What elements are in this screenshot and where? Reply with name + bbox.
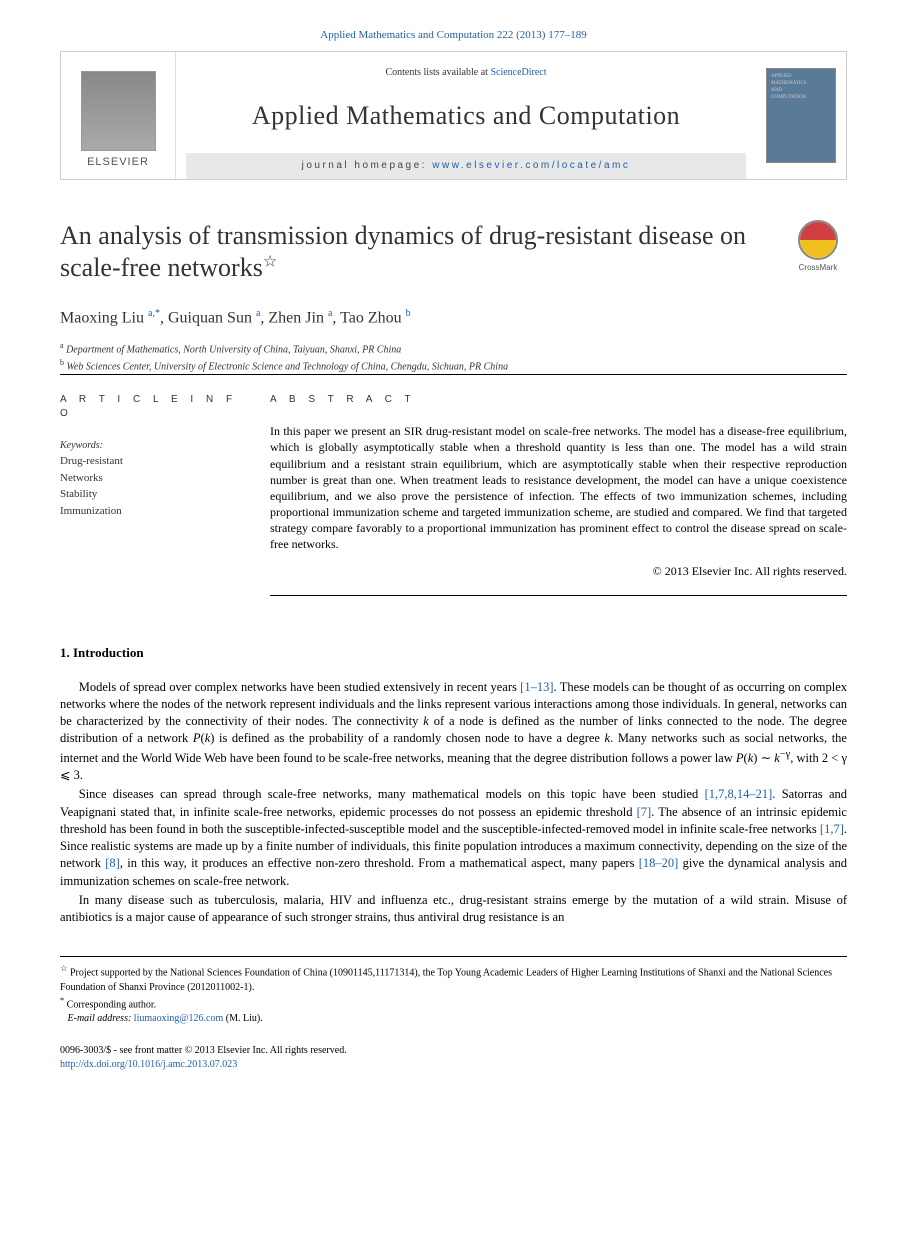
abstract-bottom-rule [270, 595, 847, 596]
abstract-column: A B S T R A C T In this paper we present… [270, 374, 847, 596]
project-marker: ☆ [60, 964, 67, 973]
footnote-project: ☆ Project supported by the National Scie… [60, 963, 847, 994]
article-title: An analysis of transmission dynamics of … [60, 220, 769, 285]
affiliation: b Web Sciences Center, University of Ele… [60, 357, 847, 374]
page-footer: 0096-3003/$ - see front matter © 2013 El… [60, 1044, 847, 1072]
affiliations: a Department of Mathematics, North Unive… [60, 340, 847, 375]
email-link[interactable]: liumaoxing@126.com [134, 1013, 223, 1024]
citation-link[interactable]: [1,7,8,14–21] [705, 787, 773, 801]
section-1-heading: 1. Introduction [60, 644, 847, 662]
homepage-bar: journal homepage: www.elsevier.com/locat… [186, 153, 746, 179]
keyword: Drug-resistant [60, 453, 250, 470]
crossmark-icon [798, 220, 838, 260]
abstract-text: In this paper we present an SIR drug-res… [270, 423, 847, 553]
publisher-block: ELSEVIER [61, 52, 176, 178]
journal-masthead: ELSEVIER Contents lists available at Sci… [60, 51, 847, 179]
footnote-email: E-mail address: liumaoxing@126.com (M. L… [60, 1012, 847, 1026]
homepage-prefix: journal homepage: [302, 160, 433, 171]
crossmark-badge[interactable]: CrossMark [789, 220, 847, 273]
issn-line: 0096-3003/$ - see front matter © 2013 El… [60, 1044, 847, 1058]
keywords-label: Keywords: [60, 439, 250, 453]
publisher-name: ELSEVIER [87, 155, 149, 170]
body-paragraph: In many disease such as tuberculosis, ma… [60, 892, 847, 927]
abstract-heading: A B S T R A C T [270, 393, 847, 407]
email-author: (M. Liu). [226, 1013, 263, 1024]
homepage-link[interactable]: www.elsevier.com/locate/amc [432, 160, 630, 171]
keyword: Stability [60, 486, 250, 503]
elsevier-tree-icon [81, 71, 156, 151]
corresponding-text: Corresponding author. [67, 999, 156, 1010]
citation-link[interactable]: [7] [637, 805, 652, 819]
article-info-heading: A R T I C L E I N F O [60, 393, 250, 421]
article-info-column: A R T I C L E I N F O Keywords: Drug-res… [60, 374, 270, 596]
running-header: Applied Mathematics and Computation 222 … [0, 0, 907, 51]
section-1-body: Models of spread over complex networks h… [60, 679, 847, 927]
journal-name: Applied Mathematics and Computation [186, 98, 746, 134]
keyword: Immunization [60, 503, 250, 520]
masthead-right: APPLIEDMATHEMATICSANDCOMPUTATION [756, 52, 846, 178]
masthead-center: Contents lists available at ScienceDirec… [176, 52, 756, 178]
journal-cover-thumbnail: APPLIEDMATHEMATICSANDCOMPUTATION [766, 68, 836, 163]
crossmark-label: CrossMark [789, 262, 847, 273]
citation-link[interactable]: [18–20] [639, 856, 679, 870]
citation-link[interactable]: Applied Mathematics and Computation 222 … [320, 29, 586, 41]
sciencedirect-link[interactable]: ScienceDirect [490, 67, 546, 78]
article-main: An analysis of transmission dynamics of … [0, 220, 907, 927]
contents-line: Contents lists available at ScienceDirec… [186, 62, 746, 80]
title-row: An analysis of transmission dynamics of … [60, 220, 847, 285]
keyword: Networks [60, 470, 250, 487]
title-text: An analysis of transmission dynamics of … [60, 221, 746, 283]
footnotes: ☆ Project supported by the National Scie… [60, 956, 847, 1026]
footnote-corresponding: * Corresponding author. [60, 995, 847, 1012]
abstract-copyright: © 2013 Elsevier Inc. All rights reserved… [270, 563, 847, 580]
citation-link[interactable]: [8] [105, 856, 120, 870]
citation-link[interactable]: [1–13] [520, 680, 553, 694]
corresponding-marker: * [60, 996, 64, 1005]
doi-link[interactable]: http://dx.doi.org/10.1016/j.amc.2013.07.… [60, 1059, 237, 1070]
contents-prefix: Contents lists available at [385, 67, 490, 78]
title-footnote-marker: ☆ [263, 254, 277, 271]
body-paragraph: Since diseases can spread through scale-… [60, 786, 847, 890]
project-text: Project supported by the National Scienc… [60, 968, 832, 993]
keywords-list: Drug-resistantNetworksStabilityImmunizat… [60, 453, 250, 519]
affiliation: a Department of Mathematics, North Unive… [60, 340, 847, 357]
info-abstract-row: A R T I C L E I N F O Keywords: Drug-res… [60, 374, 847, 596]
author-list: Maoxing Liu a,*, Guiquan Sun a, Zhen Jin… [60, 307, 847, 330]
email-label: E-mail address: [68, 1013, 132, 1024]
citation-link[interactable]: [1,7] [820, 822, 844, 836]
body-paragraph: Models of spread over complex networks h… [60, 679, 847, 785]
